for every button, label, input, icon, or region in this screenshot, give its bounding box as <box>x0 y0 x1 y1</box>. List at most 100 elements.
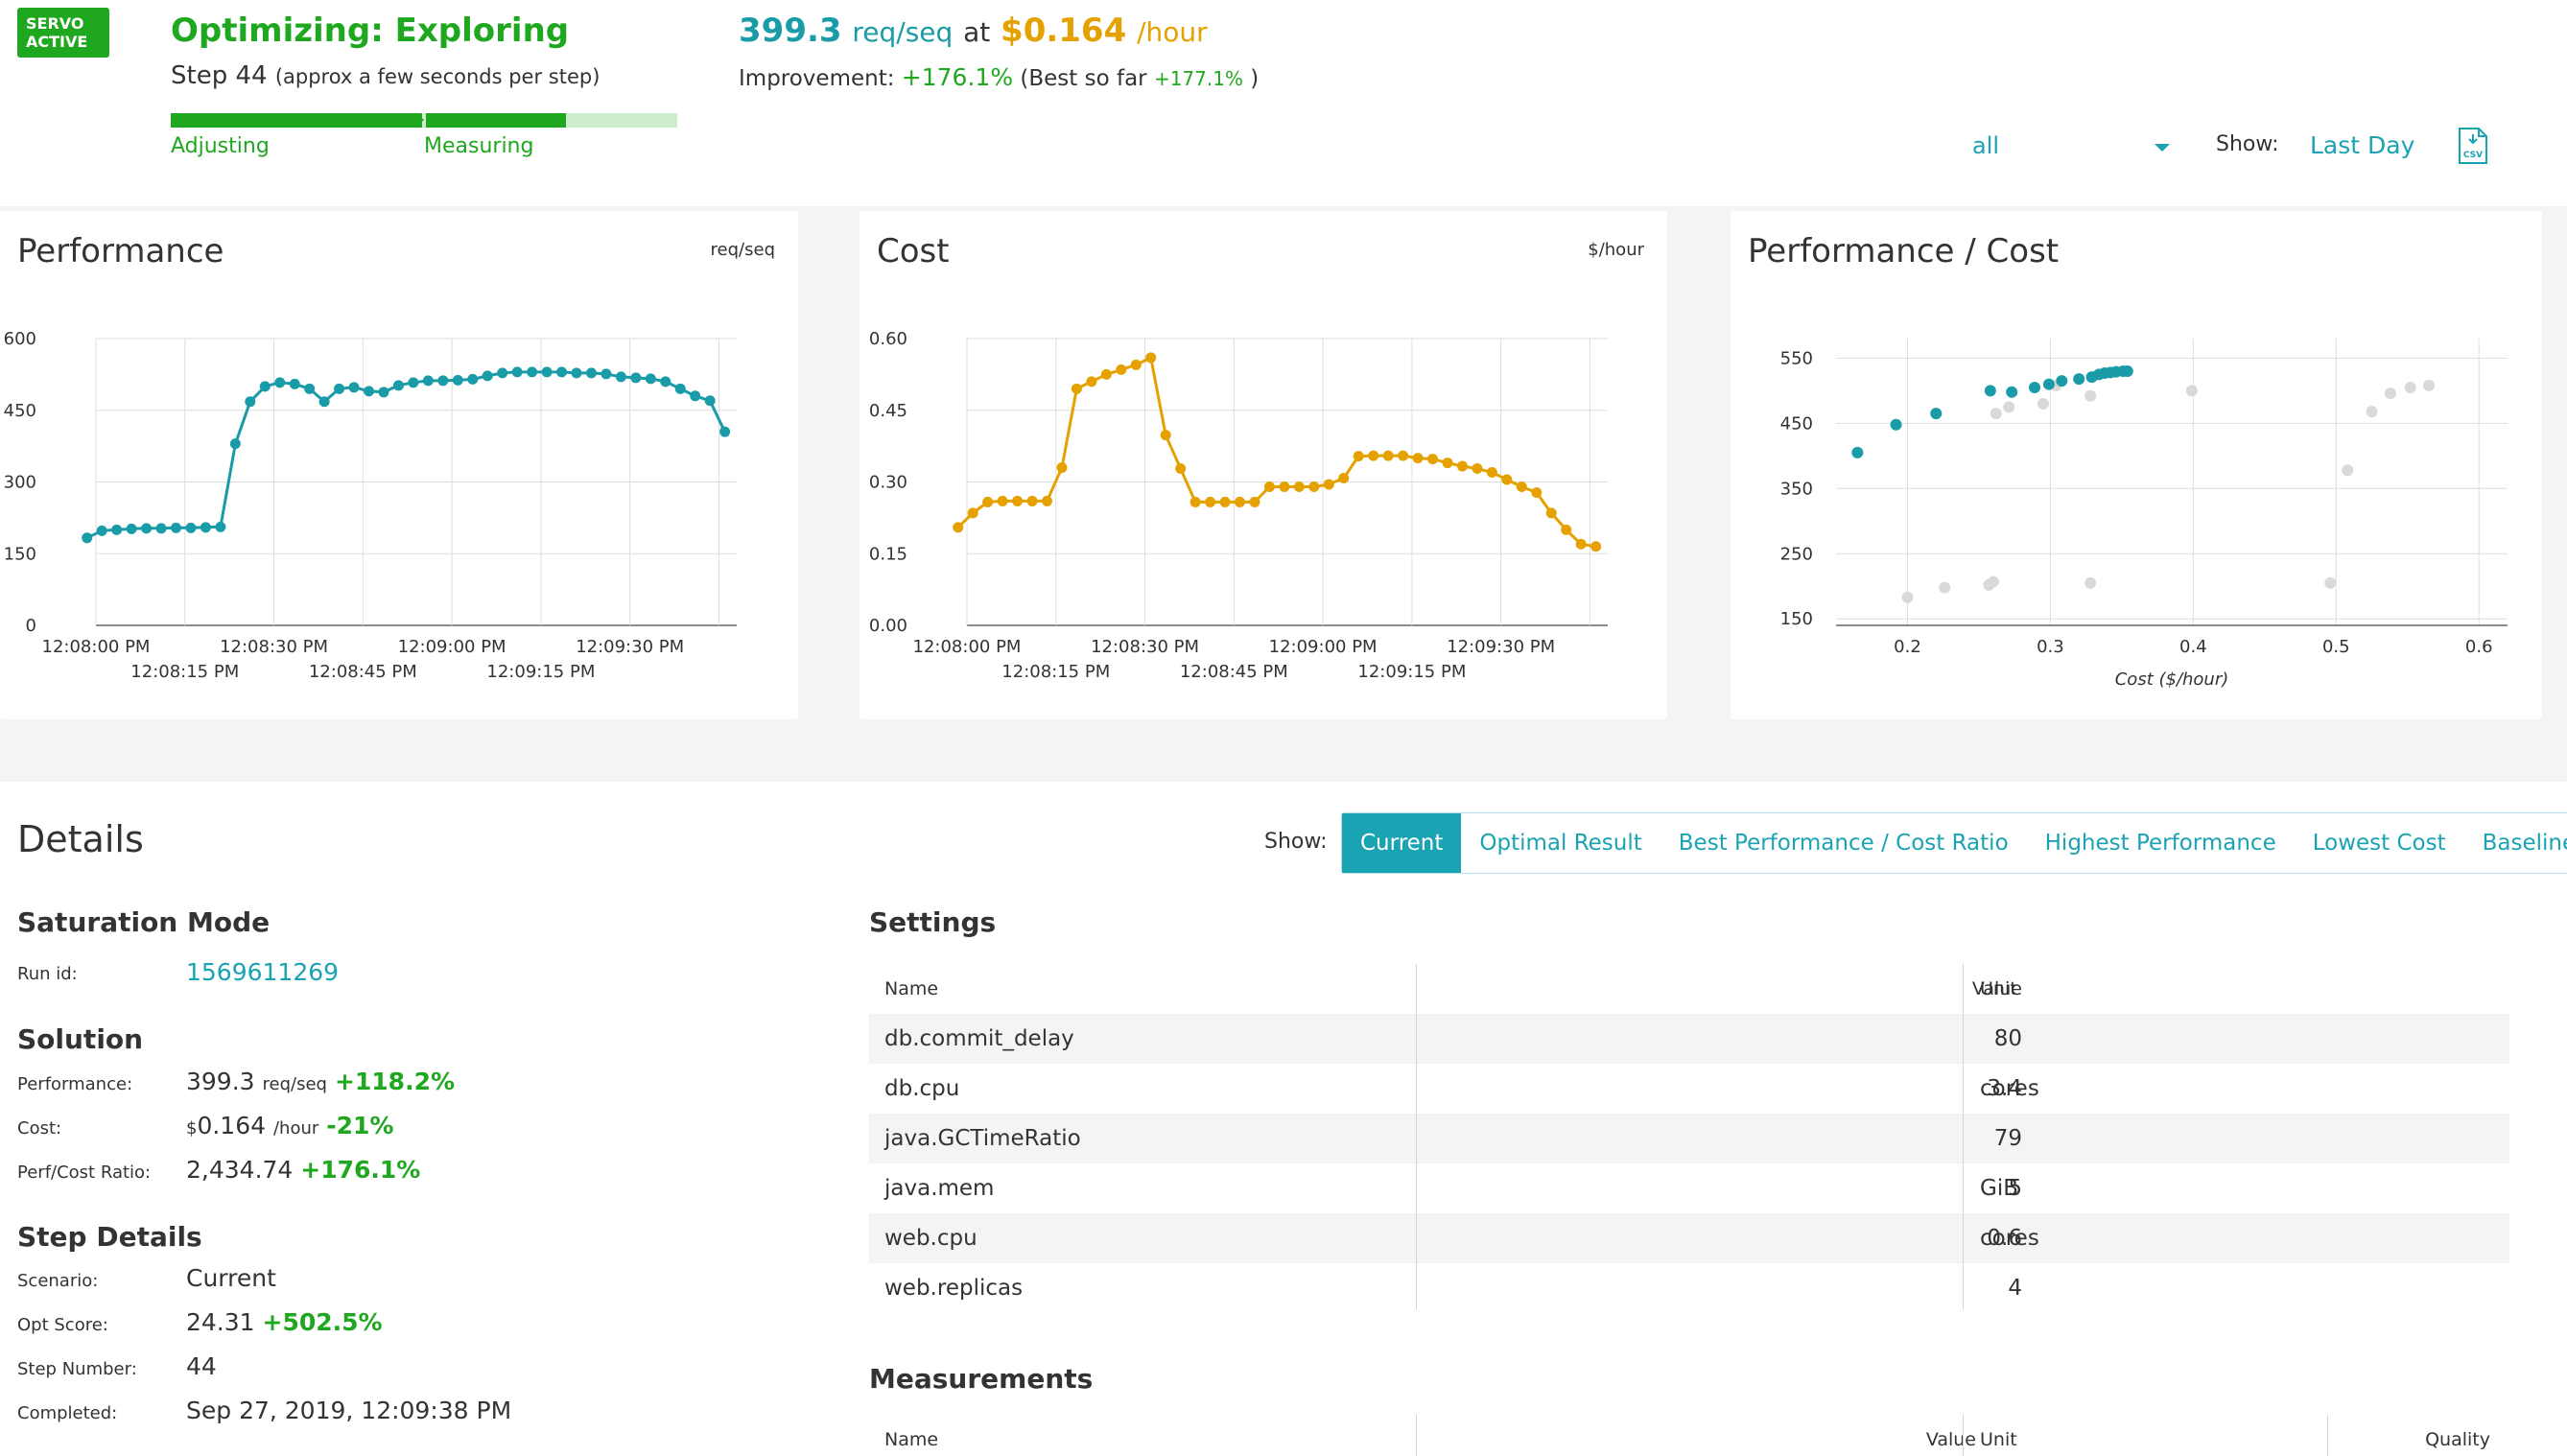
data-point <box>126 523 137 534</box>
scenario-label: Scenario: <box>17 1271 99 1291</box>
scatter-point <box>2423 379 2436 391</box>
data-point <box>1575 538 1587 550</box>
measurements-header-row: Name Value Unit Quality <box>869 1415 2509 1456</box>
solution-performance-change: +118.2% <box>334 1068 456 1095</box>
csv-download-icon[interactable]: CSV <box>2458 127 2488 165</box>
x-tick-label: 12:09:00 PM <box>1269 637 1378 657</box>
column-divider <box>2327 1415 2328 1456</box>
step-note: (approx a few seconds per step) <box>274 65 601 88</box>
y-tick-label: 300 <box>4 473 36 493</box>
details-title: Details <box>17 818 144 860</box>
setting-name: java.GCTimeRatio <box>884 1126 1081 1151</box>
measurements-col-quality: Quality <box>2425 1429 2490 1450</box>
x-tick-label: 12:08:00 PM <box>42 637 151 657</box>
data-point <box>1235 496 1246 507</box>
x-tick-label: 12:08:45 PM <box>1180 662 1288 682</box>
table-row: web.replicas 4 <box>869 1263 2509 1313</box>
measurements-col-name: Name <box>884 1429 939 1450</box>
scenario-value: Current <box>186 1264 276 1292</box>
x-tick-label: 12:08:00 PM <box>913 637 1022 657</box>
x-tick-label: 12:08:30 PM <box>1091 637 1199 657</box>
tab-optimal-result[interactable]: Optimal Result <box>1479 831 1642 856</box>
data-point <box>997 495 1008 506</box>
data-point <box>1279 481 1290 492</box>
data-point <box>1456 460 1468 472</box>
data-point <box>1590 541 1602 552</box>
x-tick-label: 0.3 <box>2037 637 2064 657</box>
data-point <box>96 525 107 536</box>
table-row: web.cpu 0.6 cores <box>869 1213 2509 1263</box>
data-point <box>1323 479 1334 490</box>
step-number-label: Step Number: <box>17 1359 137 1379</box>
data-point <box>1516 481 1527 492</box>
settings-col-value: Value <box>1971 978 2022 999</box>
step-indicator: Step 44 (approx a few seconds per step) <box>171 61 600 90</box>
data-point <box>585 367 597 379</box>
tab-baseline[interactable]: Baseline <box>2482 831 2567 856</box>
opt-score: 24.31 +502.5% <box>186 1308 383 1336</box>
setting-value: 4 <box>2008 1276 2022 1301</box>
run-id-link[interactable]: 1569611269 <box>186 958 340 986</box>
improvement-value: +176.1% <box>901 63 1014 91</box>
solution-cost-value: 0.164 <box>197 1112 267 1139</box>
data-point <box>141 523 153 534</box>
optimization-state-title: Optimizing: Exploring <box>171 12 570 50</box>
solution-performance: 399.3 req/seq +118.2% <box>186 1068 455 1095</box>
data-point <box>155 523 167 534</box>
data-point <box>1472 463 1483 475</box>
scatter-point <box>2324 576 2337 589</box>
performance-chart-card: Performance req/seq 0 150 300 450 600 12:08:0… <box>0 211 798 719</box>
cost-chart-unit: $/hour <box>1588 240 1644 260</box>
x-tick-label: 12:08:15 PM <box>130 662 239 682</box>
setting-name: web.cpu <box>884 1226 977 1251</box>
data-point <box>674 383 686 394</box>
opt-score-label: Opt Score: <box>17 1315 108 1335</box>
tab-best-perf-cost-ratio[interactable]: Best Performance / Cost Ratio <box>1678 831 2009 856</box>
column-divider <box>1963 964 1964 1309</box>
filter-select[interactable]: all <box>1972 132 2000 159</box>
data-point <box>1338 473 1350 484</box>
current-performance-value: 399.3 <box>739 12 842 50</box>
setting-name: db.commit_delay <box>884 1026 1074 1051</box>
y-tick-label: 0.15 <box>869 544 907 564</box>
solution-performance-unit: req/seq <box>262 1074 327 1094</box>
cost-chart-card: Cost $/hour 0.00 0.15 0.30 0.45 0.60 12:08:00… <box>860 211 1667 719</box>
series-line <box>956 355 1596 549</box>
setting-unit: cores <box>1980 1226 2039 1251</box>
time-range-select[interactable]: Last Day <box>2310 131 2415 159</box>
data-point <box>215 521 226 532</box>
perf-cost-chart-card: Performance / Cost 150 250 350 450 550 0.2 0.3… <box>1731 211 2542 719</box>
scatter-point <box>2073 373 2085 386</box>
setting-value: 3.4 <box>1987 1076 2022 1101</box>
data-point <box>1100 368 1112 380</box>
scatter-point <box>2006 386 2018 398</box>
tab-lowest-cost[interactable]: Lowest Cost <box>2312 831 2446 856</box>
scatter-point <box>2404 381 2416 393</box>
performance-chart-unit: req/seq <box>710 240 775 260</box>
chevron-down-icon[interactable] <box>2155 144 2170 152</box>
data-point <box>660 376 671 387</box>
data-point <box>1353 451 1364 462</box>
solution-cost: $0.164 /hour -21% <box>186 1112 393 1139</box>
table-row: db.cpu 3.4 cores <box>869 1064 2509 1114</box>
data-point <box>690 390 701 402</box>
tab-current[interactable]: Current <box>1342 813 1462 873</box>
data-point <box>245 396 256 408</box>
solution-performance-value: 399.3 <box>186 1068 255 1095</box>
data-point <box>482 370 493 382</box>
y-tick-label: 550 <box>1780 348 1813 368</box>
improvement-label: Improvement: <box>739 66 895 91</box>
setting-name: java.mem <box>884 1176 995 1201</box>
scatter-point <box>1930 408 1943 420</box>
y-tick-label: 0.45 <box>869 401 907 421</box>
y-tick-label: 0 <box>26 616 36 636</box>
tab-highest-performance[interactable]: Highest Performance <box>2044 831 2276 856</box>
step-details-title: Step Details <box>17 1221 202 1253</box>
data-point <box>82 532 93 544</box>
data-point <box>1189 496 1201 507</box>
data-point <box>704 395 716 407</box>
y-tick-label: 150 <box>4 544 36 564</box>
table-row: java.GCTimeRatio 79 <box>869 1114 2509 1163</box>
solution-ratio-change: +176.1% <box>300 1156 421 1184</box>
data-point <box>392 380 404 391</box>
